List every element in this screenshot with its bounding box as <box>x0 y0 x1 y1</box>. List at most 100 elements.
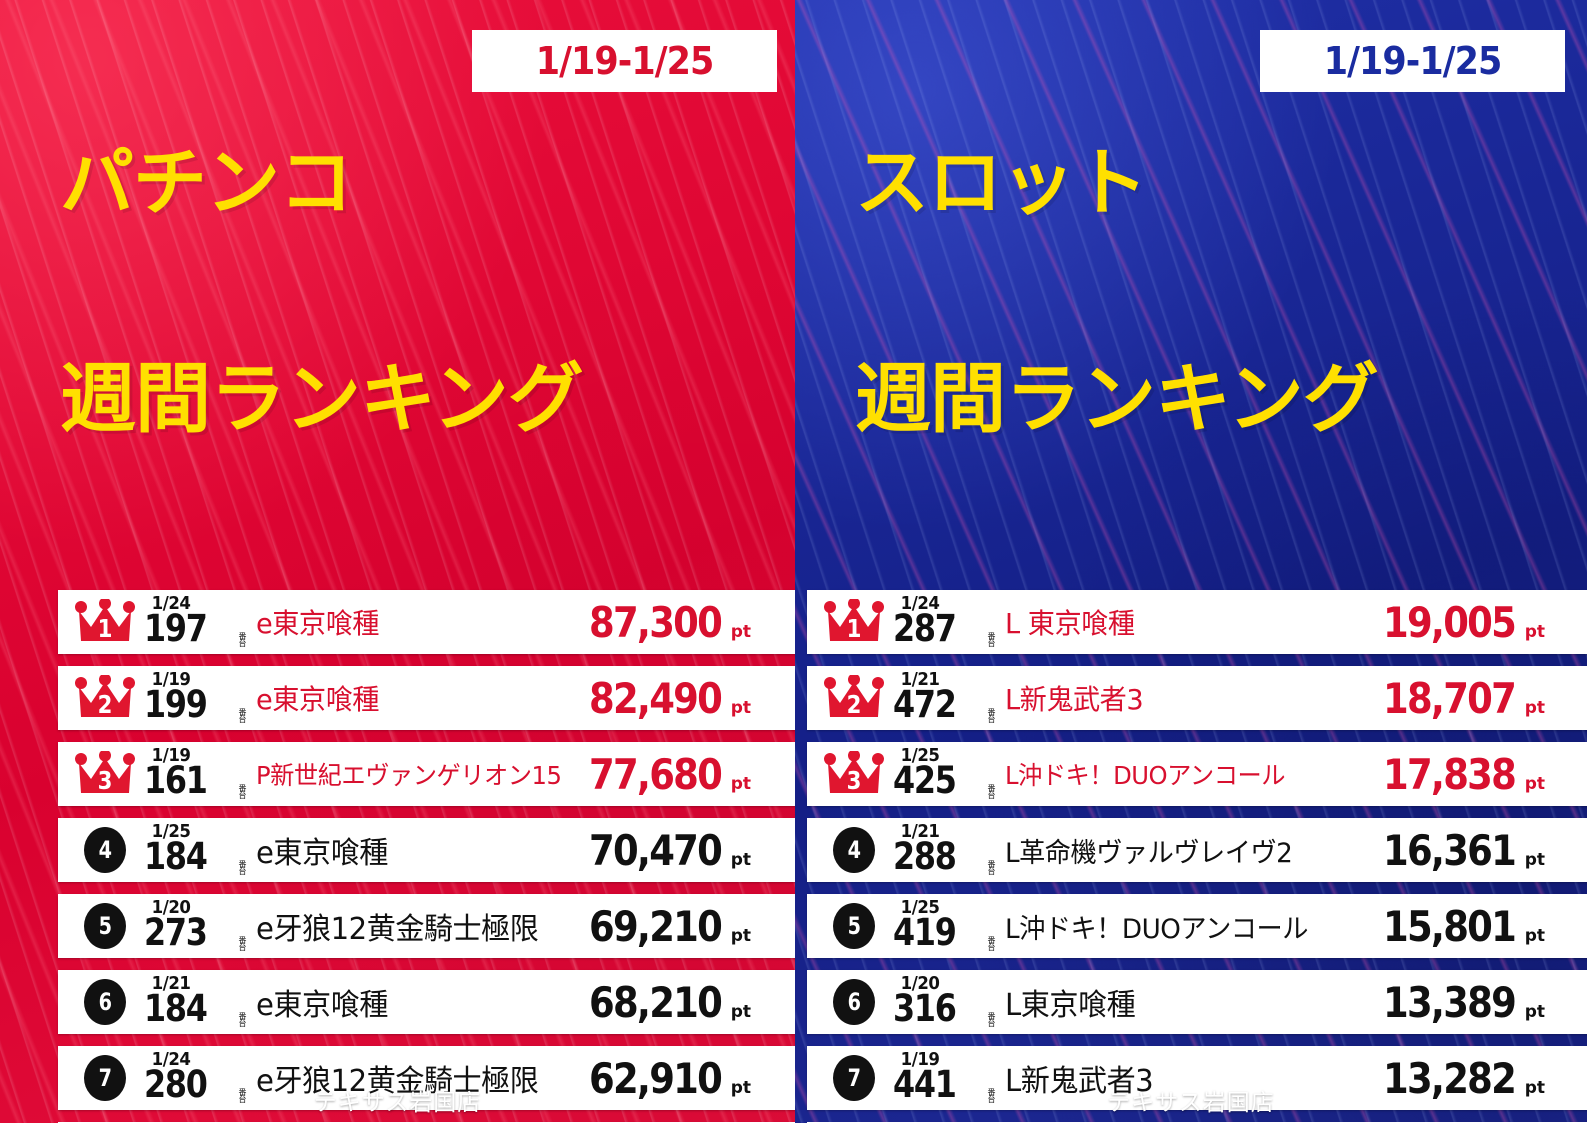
machine-number-unit-label: 番台 <box>238 860 247 875</box>
rank-number: 5 <box>847 912 861 941</box>
rank-number: 5 <box>98 912 112 941</box>
points-unit: pt <box>730 925 751 946</box>
points-unit: pt <box>730 697 751 718</box>
machine-name-cell: L 東京喰種 <box>1001 602 1374 642</box>
machine-info-cell: 1/21 288 番台 <box>891 820 1001 880</box>
machine-name-cell: P新世紀エヴァンゲリオン15 <box>252 756 580 792</box>
rank-cell: 3 <box>68 751 142 797</box>
machine-info-cell: 1/25 425 番台 <box>891 744 1001 804</box>
machine-number-unit-label: 番台 <box>238 708 247 723</box>
machine-name: e東京喰種 <box>256 988 388 1024</box>
machine-number: 425 <box>893 759 957 803</box>
points-value: 77,680 <box>588 749 723 799</box>
machine-name-cell: e東京喰種 <box>252 980 580 1024</box>
rank-number: 2 <box>97 690 113 720</box>
machine-name: L 東京喰種 <box>1005 607 1135 641</box>
crown-icon: 2 <box>74 675 136 721</box>
points-cell: 87,300 pt <box>580 598 795 647</box>
points-cell: 18,707 pt <box>1374 674 1587 723</box>
table-row[interactable]: 5 1/20 273 番台 e牙狼12黄金騎士極限 69,210 pt <box>58 894 795 959</box>
points-value: 17,838 <box>1382 749 1517 799</box>
machine-number: 472 <box>893 683 957 727</box>
table-row[interactable]: 2 1/21 472 番台 L新鬼武者3 18,707 pt <box>807 666 1587 731</box>
machine-name-cell: L東京喰種 <box>1001 980 1374 1024</box>
rank-circle-badge: 5 <box>833 903 875 950</box>
rank-number: 4 <box>847 836 861 865</box>
pachinko-ranking-list: 1 1/24 197 番台 e東京喰種 87,300 pt 2 1/19 199 番台 e東京喰種 82… <box>0 590 795 1123</box>
machine-number: 288 <box>893 835 957 879</box>
rank-number: 6 <box>847 988 861 1017</box>
slot-panel: スロット 週間ランキング 1/19-1/25 1 1/24 287 番台 L 東京喰種 1… <box>795 0 1587 1123</box>
crown-icon: 2 <box>823 675 885 721</box>
slot-title-line1: スロット <box>855 140 1148 227</box>
points-unit: pt <box>1524 697 1545 718</box>
pachinko-date-badge: 1/19-1/25 <box>472 30 777 92</box>
machine-name-cell: e東京喰種 <box>252 602 580 642</box>
machine-name-cell: L沖ドキ！DUOアンコール <box>1001 756 1374 792</box>
points-unit: pt <box>1524 621 1545 642</box>
machine-number: 184 <box>144 835 208 879</box>
machine-name: L沖ドキ！DUOアンコール <box>1005 761 1285 791</box>
machine-number: 287 <box>893 607 957 651</box>
machine-number-unit-label: 番台 <box>987 632 996 647</box>
rank-cell: 6 <box>817 979 891 1026</box>
machine-name: e東京喰種 <box>256 607 379 641</box>
machine-info-cell: 1/24 287 番台 <box>891 592 1001 652</box>
points-value: 15,801 <box>1382 901 1517 951</box>
table-row[interactable]: 6 1/21 184 番台 e東京喰種 68,210 pt <box>58 970 795 1035</box>
table-row[interactable]: 4 1/21 288 番台 L革命機ヴァルヴレイヴ2 16,361 pt <box>807 818 1587 883</box>
rank-cell: 1 <box>68 599 142 645</box>
crown-icon: 3 <box>823 751 885 797</box>
rank-number: 6 <box>98 988 112 1017</box>
pachinko-title-line1: パチンコ <box>60 140 353 227</box>
slot-title-line2: 週間ランキング <box>855 354 1379 444</box>
rank-cell: 2 <box>68 675 142 721</box>
machine-info-cell: 1/24 197 番台 <box>142 592 252 652</box>
slot-date-range: 1/19-1/25 <box>1323 39 1503 83</box>
points-value: 18,707 <box>1382 673 1517 723</box>
table-row[interactable]: 5 1/25 419 番台 L沖ドキ！DUOアンコール 15,801 pt <box>807 894 1587 959</box>
slot-header: スロット 週間ランキング 1/19-1/25 <box>795 0 1587 578</box>
rank-cell: 4 <box>68 827 142 874</box>
rank-number: 4 <box>98 836 112 865</box>
table-row[interactable]: 6 1/20 316 番台 L東京喰種 13,389 pt <box>807 970 1587 1035</box>
rank-number: 1 <box>97 614 113 644</box>
machine-info-cell: 1/20 316 番台 <box>891 972 1001 1032</box>
machine-number-unit-label: 番台 <box>238 1012 247 1027</box>
slot-date-badge: 1/19-1/25 <box>1260 30 1565 92</box>
machine-name: L新鬼武者3 <box>1005 683 1144 717</box>
machine-number: 161 <box>144 759 208 803</box>
machine-number: 199 <box>144 683 208 727</box>
machine-number-unit-label: 番台 <box>238 936 247 951</box>
machine-info-cell: 1/20 273 番台 <box>142 896 252 956</box>
machine-number: 419 <box>893 911 957 955</box>
machine-name: e東京喰種 <box>256 683 379 717</box>
machine-number-unit-label: 番台 <box>987 784 996 799</box>
points-unit: pt <box>1524 925 1545 946</box>
machine-number-unit-label: 番台 <box>987 708 996 723</box>
rank-circle-badge: 6 <box>84 979 126 1026</box>
machine-name: e東京喰種 <box>256 836 388 872</box>
rank-circle-badge: 4 <box>84 827 126 874</box>
table-row[interactable]: 3 1/19 161 番台 P新世紀エヴァンゲリオン15 77,680 pt <box>58 742 795 807</box>
table-row[interactable]: 1 1/24 287 番台 L 東京喰種 19,005 pt <box>807 590 1587 655</box>
points-cell: 15,801 pt <box>1374 902 1587 951</box>
points-value: 70,470 <box>588 825 723 875</box>
points-cell: 13,389 pt <box>1374 978 1587 1027</box>
machine-name-cell: L沖ドキ！DUOアンコール <box>1001 907 1374 946</box>
points-unit: pt <box>730 1001 751 1022</box>
points-unit: pt <box>730 849 751 870</box>
table-row[interactable]: 2 1/19 199 番台 e東京喰種 82,490 pt <box>58 666 795 731</box>
rank-number: 3 <box>846 766 862 796</box>
machine-number-unit-label: 番台 <box>238 784 247 799</box>
points-value: 87,300 <box>588 597 723 647</box>
machine-name-cell: L革命機ヴァルヴレイヴ2 <box>1001 831 1374 870</box>
machine-number-unit-label: 番台 <box>987 1012 996 1027</box>
table-row[interactable]: 4 1/25 184 番台 e東京喰種 70,470 pt <box>58 818 795 883</box>
points-unit: pt <box>1524 849 1545 870</box>
table-row[interactable]: 3 1/25 425 番台 L沖ドキ！DUOアンコール 17,838 pt <box>807 742 1587 807</box>
points-unit: pt <box>1524 773 1545 794</box>
pachinko-header: パチンコ 週間ランキング 1/19-1/25 <box>0 0 795 578</box>
machine-name: L東京喰種 <box>1005 988 1136 1024</box>
table-row[interactable]: 1 1/24 197 番台 e東京喰種 87,300 pt <box>58 590 795 655</box>
